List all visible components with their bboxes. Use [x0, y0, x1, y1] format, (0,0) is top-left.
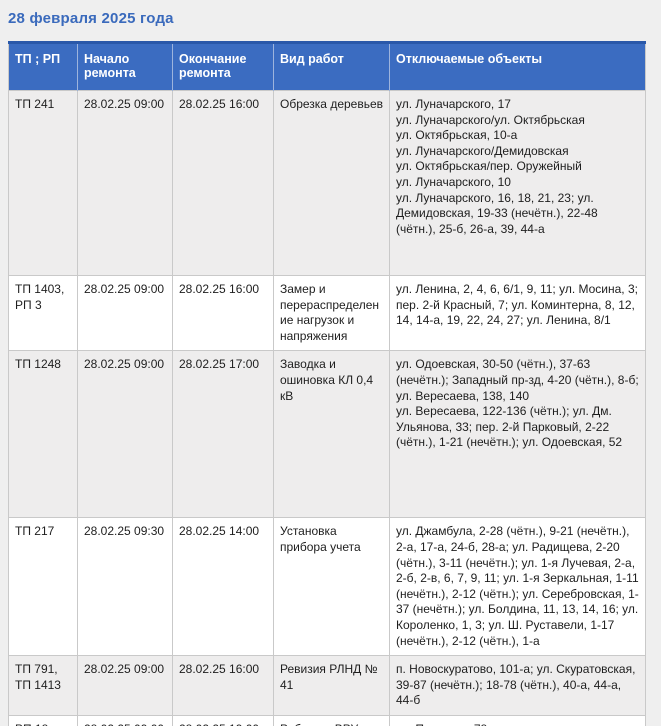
cell-start: 28.02.25 09:00 — [77, 90, 173, 276]
cell-tp: ТП 791, ТП 1413 — [8, 655, 78, 716]
cell-objects: ул. Ленина, 2, 4, 6, 6/1, 9, 11; ул. Мос… — [389, 274, 646, 352]
cell-objects: ул. Пузакова, 78 — [389, 714, 646, 726]
header-cell-tp: ТП ; РП — [8, 42, 78, 91]
header-cell-start: Начало ремонта — [77, 42, 173, 91]
cell-objects: ул. Джамбула, 2-28 (чётн.), 9-21 (нечётн… — [389, 517, 646, 657]
table-row: ТП 241 28.02.25 09:00 28.02.25 16:00 Обр… — [8, 90, 646, 276]
cell-work: Ревизия РЛНД № 41 — [273, 655, 390, 716]
cell-tp: РП 18 — [8, 714, 78, 726]
cell-work: Замер и перераспределение нагрузок и нап… — [273, 274, 390, 352]
table-row: РП 18 28.02.25 09:00 28.02.25 19:00 Рабо… — [8, 714, 646, 726]
cell-start: 28.02.25 09:00 — [77, 274, 173, 352]
cell-end: 28.02.25 16:00 — [172, 274, 274, 352]
cell-objects: ул. Одоевская, 30-50 (чётн.), 37-63 (неч… — [389, 350, 646, 519]
cell-start: 28.02.25 09:00 — [77, 350, 173, 519]
cell-tp: ТП 1403, РП 3 — [8, 274, 78, 352]
header-cell-objects: Отключаемые объекты — [389, 42, 646, 91]
table-row: ТП 791, ТП 1413 28.02.25 09:00 28.02.25 … — [8, 655, 646, 716]
cell-work: Работы в ВРУ жилого дома — [273, 714, 390, 726]
header-cell-work: Вид работ — [273, 42, 390, 91]
cell-start: 28.02.25 09:30 — [77, 517, 173, 657]
cell-end: 28.02.25 16:00 — [172, 655, 274, 716]
cell-start: 28.02.25 09:00 — [77, 655, 173, 716]
page-title: 28 февраля 2025 года — [8, 10, 174, 27]
table-row: ТП 1403, РП 3 28.02.25 09:00 28.02.25 16… — [8, 274, 646, 352]
cell-end: 28.02.25 17:00 — [172, 350, 274, 519]
cell-work: Установка прибора учета — [273, 517, 390, 657]
table-header-row: ТП ; РП Начало ремонта Окончание ремонта… — [8, 42, 646, 91]
cell-objects: п. Новоскуратово, 101-а; ул. Скуратовска… — [389, 655, 646, 716]
cell-end: 28.02.25 16:00 — [172, 90, 274, 276]
cell-tp: ТП 241 — [8, 90, 78, 276]
cell-tp: ТП 1248 — [8, 350, 78, 519]
header-cell-end: Окончание ремонта — [172, 42, 274, 91]
cell-end: 28.02.25 14:00 — [172, 517, 274, 657]
cell-tp: ТП 217 — [8, 517, 78, 657]
cell-end: 28.02.25 19:00 — [172, 714, 274, 726]
outage-table: ТП ; РП Начало ремонта Окончание ремонта… — [8, 41, 646, 726]
cell-start: 28.02.25 09:00 — [77, 714, 173, 726]
cell-work: Обрезка деревьев — [273, 90, 390, 276]
table-row: ТП 217 28.02.25 09:30 28.02.25 14:00 Уст… — [8, 517, 646, 657]
table-row: ТП 1248 28.02.25 09:00 28.02.25 17:00 За… — [8, 350, 646, 519]
cell-work: Заводка и ошиновка КЛ 0,4 кВ — [273, 350, 390, 519]
cell-objects: ул. Луначарского, 17 ул. Луначарского/ул… — [389, 90, 646, 276]
